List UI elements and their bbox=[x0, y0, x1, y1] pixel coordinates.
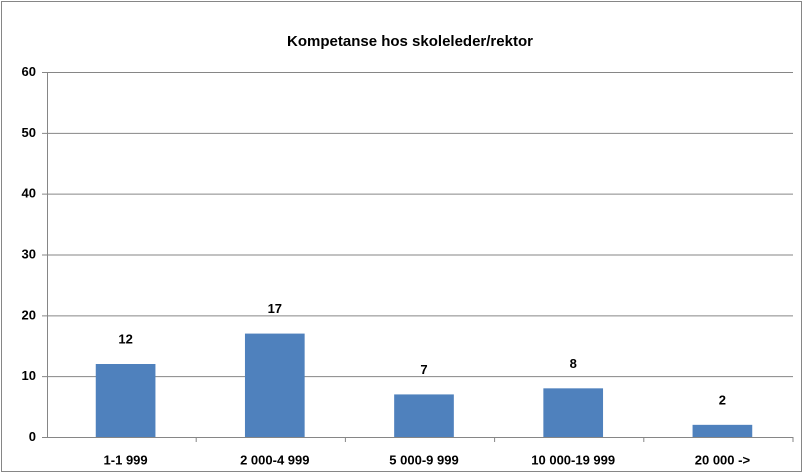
y-tick-label: 10 bbox=[22, 368, 36, 383]
y-tick-label: 20 bbox=[22, 307, 36, 322]
data-label: 12 bbox=[118, 331, 132, 346]
bar bbox=[244, 333, 305, 437]
y-tick-label: 50 bbox=[22, 125, 36, 140]
x-tick-label: 20 000 -> bbox=[695, 452, 751, 467]
data-label: 2 bbox=[719, 392, 726, 407]
y-tick-label: 40 bbox=[22, 186, 36, 201]
bar bbox=[692, 424, 753, 437]
y-tick-label: 60 bbox=[22, 64, 36, 79]
x-tick-label: 5 000-9 999 bbox=[389, 452, 458, 467]
y-tick-label: 30 bbox=[22, 246, 36, 261]
x-tick-label: 2 000-4 999 bbox=[240, 452, 309, 467]
bar bbox=[95, 364, 156, 437]
data-label: 7 bbox=[420, 362, 427, 377]
y-tick-label: 0 bbox=[29, 429, 36, 444]
chart-title: Kompetanse hos skoleleder/rektor bbox=[287, 33, 533, 50]
data-label: 8 bbox=[570, 356, 577, 371]
x-tick-label: 10 000-19 999 bbox=[531, 452, 615, 467]
bar bbox=[543, 388, 604, 437]
x-tick-label: 1-1 999 bbox=[104, 452, 148, 467]
bar bbox=[394, 394, 454, 437]
data-label: 17 bbox=[268, 301, 282, 316]
